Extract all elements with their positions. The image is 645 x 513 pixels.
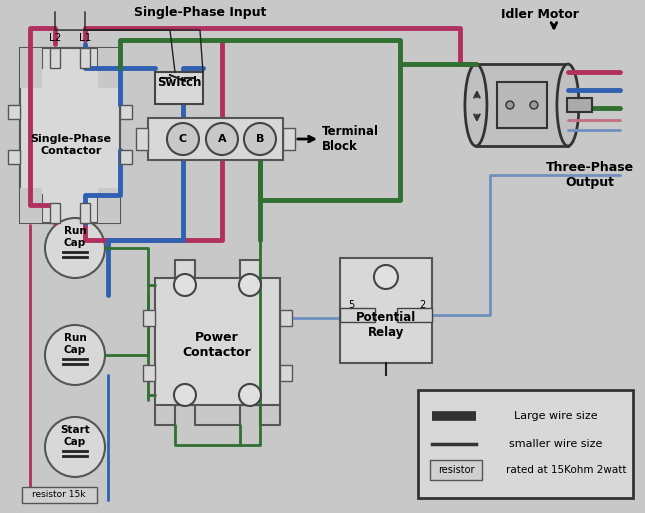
Text: rated at 15Kohm 2watt: rated at 15Kohm 2watt (506, 465, 626, 475)
Ellipse shape (465, 64, 487, 146)
Bar (280, 310, 292, 326)
Bar (8, 105, 20, 119)
Text: Single-Phase Input: Single-Phase Input (134, 6, 266, 18)
Bar (50, 48, 60, 68)
Bar (120, 105, 132, 119)
Text: 5: 5 (348, 300, 354, 310)
Text: B: B (256, 134, 264, 144)
Text: 2: 2 (419, 300, 425, 310)
Text: smaller wire size: smaller wire size (509, 439, 602, 449)
Circle shape (506, 101, 514, 109)
Bar (148, 118, 283, 160)
Text: resistor 15k: resistor 15k (32, 490, 86, 500)
Text: C: C (179, 134, 187, 144)
Text: Large wire size: Large wire size (514, 411, 598, 421)
Bar (497, 82, 547, 128)
Circle shape (174, 384, 196, 406)
Bar (20, 188, 42, 223)
Bar (340, 258, 432, 363)
Polygon shape (155, 260, 280, 405)
Circle shape (45, 218, 105, 278)
Circle shape (244, 123, 276, 155)
Circle shape (206, 123, 238, 155)
Text: A: A (217, 134, 226, 144)
Text: resistor: resistor (438, 465, 474, 475)
Circle shape (45, 417, 105, 477)
Bar (430, 460, 482, 480)
Text: Block: Block (322, 140, 358, 152)
Bar (340, 308, 375, 322)
Bar (98, 188, 120, 223)
Bar (143, 310, 155, 326)
Bar (397, 308, 432, 322)
Text: Potential
Relay: Potential Relay (356, 311, 416, 339)
Circle shape (167, 123, 199, 155)
Circle shape (530, 101, 538, 109)
Bar (476, 64, 568, 146)
Circle shape (239, 384, 261, 406)
Bar (120, 150, 132, 164)
Bar (567, 98, 592, 112)
Bar (418, 390, 633, 498)
Text: L2: L2 (49, 33, 61, 43)
Bar (22, 487, 97, 503)
Circle shape (374, 265, 398, 289)
Bar (20, 48, 42, 88)
Text: Terminal: Terminal (322, 125, 379, 137)
Ellipse shape (557, 64, 579, 146)
Bar (98, 48, 120, 88)
Text: Switch: Switch (157, 75, 201, 89)
Text: Start
Cap: Start Cap (60, 425, 90, 447)
Text: Run
Cap: Run Cap (64, 333, 86, 355)
Bar (143, 365, 155, 381)
Circle shape (45, 325, 105, 385)
Text: Run
Cap: Run Cap (64, 226, 86, 248)
Bar (8, 150, 20, 164)
Text: Three-Phase
Output: Three-Phase Output (546, 161, 634, 189)
Circle shape (239, 274, 261, 296)
Polygon shape (20, 48, 120, 223)
Text: Power
Contactor: Power Contactor (183, 331, 252, 359)
Bar (80, 48, 90, 68)
Bar (283, 128, 295, 150)
Bar (136, 128, 148, 150)
Bar (50, 203, 60, 223)
Bar (155, 72, 203, 104)
Bar (20, 48, 120, 223)
Circle shape (174, 274, 196, 296)
Text: L1: L1 (79, 33, 91, 43)
Text: Idler Motor: Idler Motor (501, 8, 579, 21)
Bar (80, 203, 90, 223)
Text: Single-Phase
Contactor: Single-Phase Contactor (30, 134, 112, 156)
Bar (280, 365, 292, 381)
